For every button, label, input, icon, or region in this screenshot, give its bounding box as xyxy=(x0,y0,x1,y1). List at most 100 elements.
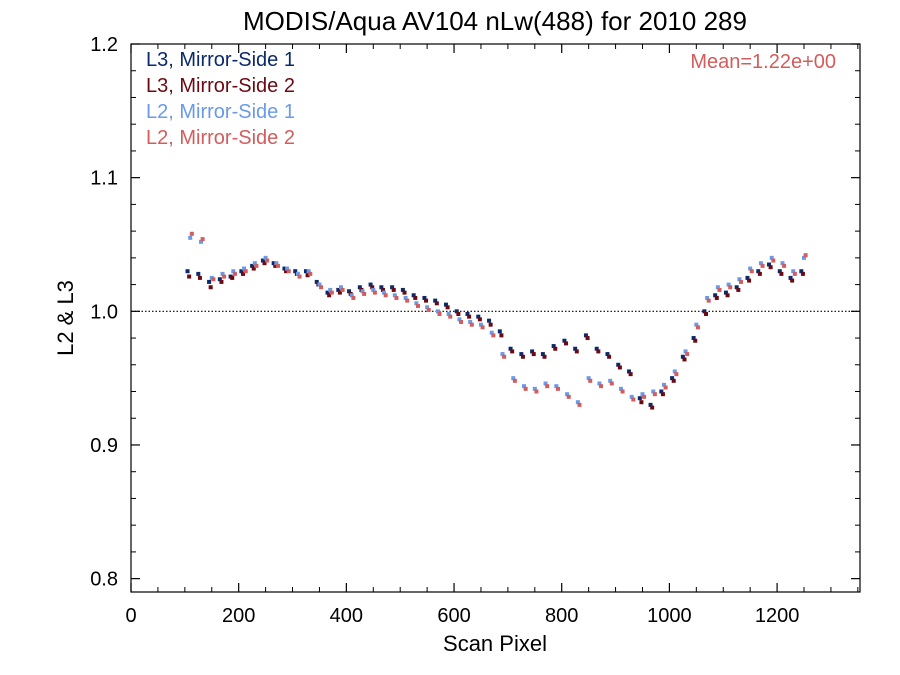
mean-annotation: Mean=1.22e+00 xyxy=(690,51,836,73)
data-point xyxy=(523,386,528,391)
data-point xyxy=(252,261,257,266)
data-point xyxy=(392,293,397,298)
data-point xyxy=(782,263,787,268)
data-point xyxy=(273,263,278,268)
data-point xyxy=(200,237,205,242)
data-point xyxy=(616,362,621,367)
data-point xyxy=(489,330,494,335)
data-point xyxy=(532,386,537,391)
data-point xyxy=(211,277,216,282)
data-point xyxy=(240,271,245,276)
data-point xyxy=(434,301,439,306)
data-point xyxy=(351,295,356,300)
data-point xyxy=(640,392,645,397)
data-point xyxy=(723,290,728,295)
x-tick-label: 600 xyxy=(437,605,470,627)
data-point xyxy=(586,376,591,381)
data-point xyxy=(284,269,289,274)
data-point xyxy=(222,274,227,279)
x-tick-label: 0 xyxy=(125,605,136,627)
data-point xyxy=(488,322,493,327)
data-point xyxy=(779,271,784,276)
legend-entry-l3-ms1: L3, Mirror-Side 1 xyxy=(146,49,295,71)
data-point xyxy=(803,253,808,258)
y-axis-label: L2 & L3 xyxy=(53,280,78,356)
data-point xyxy=(437,311,442,316)
data-point xyxy=(338,285,343,290)
data-point xyxy=(286,269,291,274)
data-point xyxy=(511,376,516,381)
data-point xyxy=(368,282,373,287)
data-point xyxy=(695,325,700,330)
data-point xyxy=(274,261,279,266)
data-point xyxy=(497,329,502,334)
data-point xyxy=(508,346,513,351)
series-1-points xyxy=(185,258,804,407)
data-point xyxy=(747,278,752,283)
data-point xyxy=(424,298,429,303)
y-tick-label: 1.1 xyxy=(90,168,118,190)
data-point xyxy=(790,278,795,283)
y-tick-label: 0.9 xyxy=(90,435,118,457)
data-point xyxy=(282,266,287,271)
y-tick-label: 1.0 xyxy=(90,301,118,323)
data-point xyxy=(534,389,539,394)
data-point xyxy=(522,384,527,389)
data-point xyxy=(400,287,405,292)
data-point xyxy=(415,303,420,308)
data-point xyxy=(594,346,599,351)
data-point xyxy=(254,263,259,268)
data-point xyxy=(230,275,235,280)
data-point xyxy=(208,285,213,290)
data-point xyxy=(620,389,625,394)
data-point xyxy=(705,295,710,300)
data-point xyxy=(390,285,395,290)
data-point xyxy=(510,349,515,354)
data-point xyxy=(631,397,636,402)
data-point xyxy=(382,290,387,295)
data-point xyxy=(627,369,632,374)
data-point xyxy=(370,285,375,290)
data-point xyxy=(265,258,270,263)
data-point xyxy=(207,279,212,284)
data-point xyxy=(760,263,765,268)
data-point xyxy=(788,275,793,280)
data-point xyxy=(459,320,464,325)
data-point xyxy=(683,349,688,354)
data-point xyxy=(329,290,334,295)
data-point xyxy=(197,275,202,280)
data-point xyxy=(357,285,362,290)
data-point xyxy=(583,333,588,338)
data-point xyxy=(187,274,192,279)
data-point xyxy=(306,269,311,274)
data-point xyxy=(685,352,690,357)
data-point xyxy=(360,289,365,294)
series-3-points xyxy=(188,235,807,405)
data-point xyxy=(573,346,578,351)
data-point xyxy=(564,341,569,346)
data-point xyxy=(250,263,255,268)
data-point xyxy=(275,263,280,268)
data-point xyxy=(734,285,739,290)
data-point xyxy=(706,298,711,303)
data-point xyxy=(425,305,430,310)
data-point xyxy=(454,309,459,314)
data-point xyxy=(577,402,582,407)
data-point xyxy=(380,287,385,292)
data-point xyxy=(780,261,785,266)
data-point xyxy=(457,317,462,322)
data-point xyxy=(413,295,418,300)
data-point xyxy=(433,298,438,303)
data-point xyxy=(691,336,696,341)
data-point xyxy=(337,290,342,295)
axis-ticks-group: 0 200 400 600 800 1000 1200 0.8 0.9 1.0 1.1 1.2 xyxy=(90,34,860,627)
data-point xyxy=(543,381,548,386)
data-point xyxy=(651,389,656,394)
data-point xyxy=(659,389,664,394)
legend-entry-l2-ms2: L2, Mirror-Side 2 xyxy=(146,127,295,149)
data-point xyxy=(391,287,396,292)
data-point xyxy=(693,338,698,343)
data-point xyxy=(435,309,440,314)
legend-entry-l2-ms1: L2, Mirror-Side 1 xyxy=(146,101,295,123)
data-point xyxy=(422,295,427,300)
